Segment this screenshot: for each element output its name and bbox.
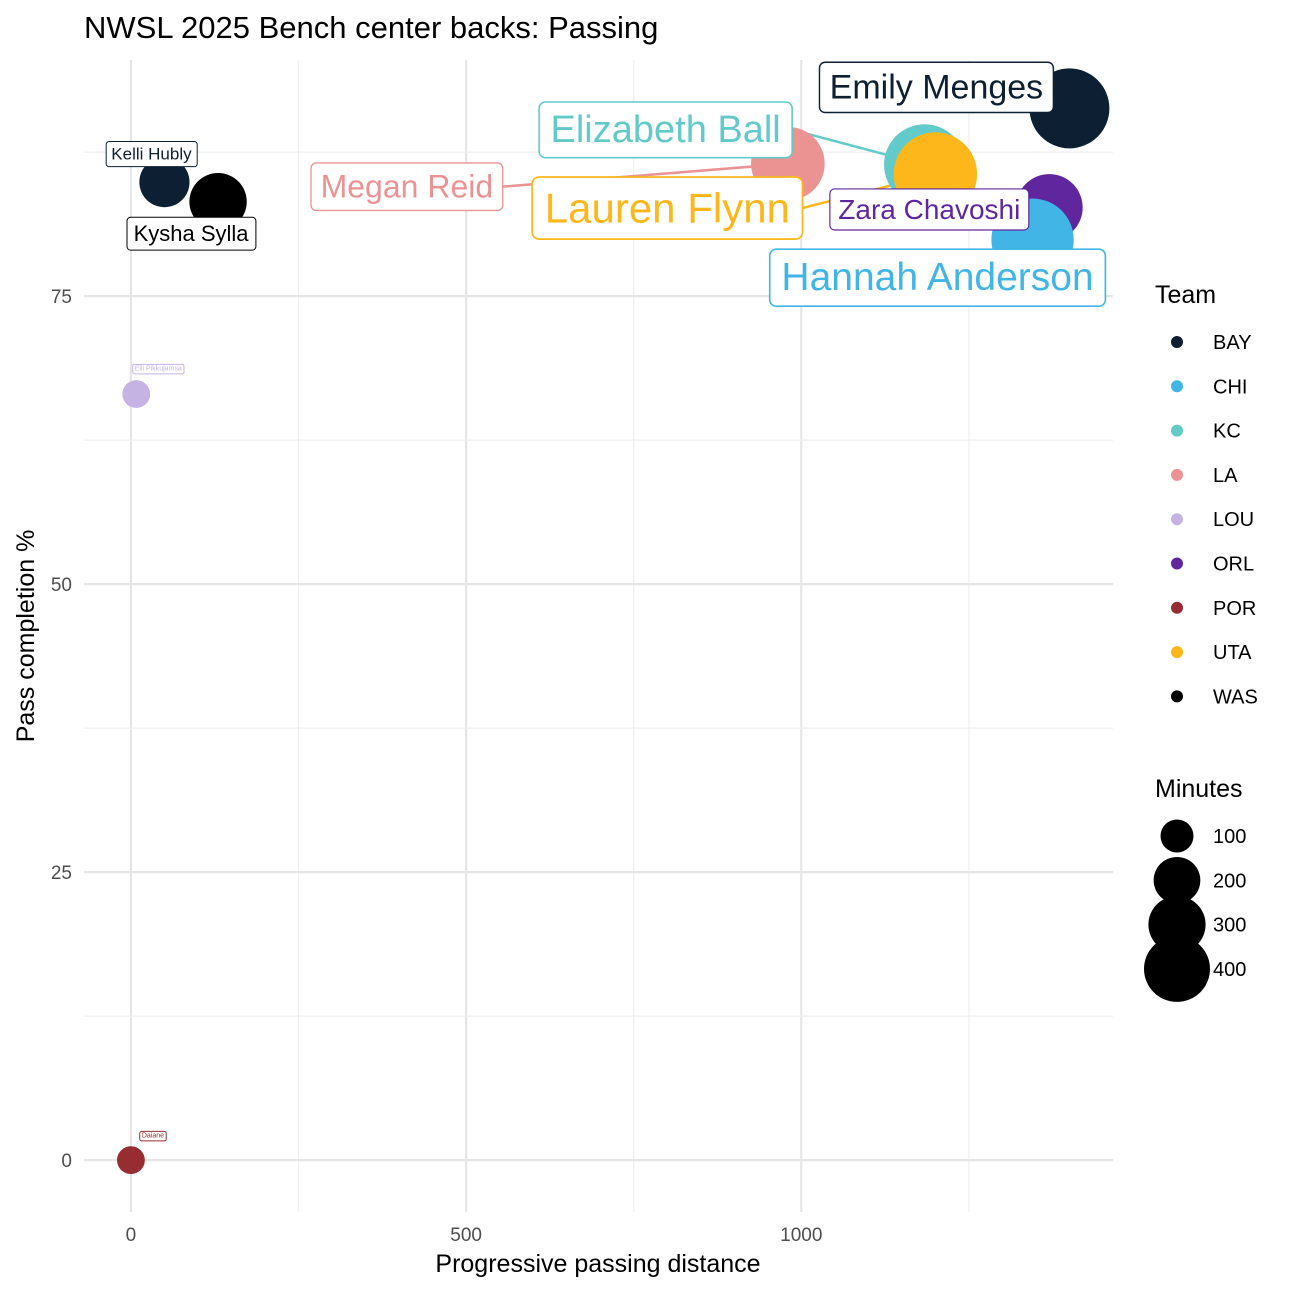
minutes-legend-title: Minutes	[1155, 775, 1243, 803]
legend-size-key	[1148, 896, 1206, 954]
legend-key-chi	[1171, 380, 1183, 393]
legend-label-kc: KC	[1213, 421, 1241, 443]
label-box	[768, 248, 1107, 308]
legend-label-por: POR	[1213, 598, 1256, 620]
label-text: Hannah Anderson	[781, 256, 1093, 299]
x-tick-label: 1000	[780, 1225, 822, 1246]
legend-label-bay: BAY	[1213, 332, 1252, 354]
label-text: Elizabeth Ball	[551, 109, 781, 151]
minutes-legend: Minutes 100 200 300 400	[1144, 775, 1246, 1002]
y-axis-title: Pass completion %	[12, 530, 40, 743]
x-axis-title: Progressive passing distance	[435, 1250, 760, 1278]
legend-key-lou	[1171, 513, 1183, 526]
label-kelli-hubly: Kelli Hubly	[105, 141, 198, 168]
point-labels: Emily Menges Elizabeth Ball Lauren Flynn Me…	[105, 61, 1107, 1142]
label-text: Daiane	[142, 1133, 164, 1140]
y-tick-label: 50	[51, 575, 72, 596]
legend-label-la: LA	[1213, 465, 1238, 487]
legend-size-label: 300	[1213, 915, 1246, 937]
y-tick-label: 0	[61, 1151, 72, 1172]
legend-label-was: WAS	[1213, 686, 1258, 708]
label-text: Kelli Hubly	[111, 145, 192, 164]
label-elizabeth-ball: Elizabeth Ball	[538, 101, 793, 159]
legend-key-orl	[1171, 557, 1183, 570]
legend-size-label: 400	[1213, 959, 1246, 981]
label-box	[829, 188, 1030, 231]
legend-size-label: 100	[1213, 826, 1246, 848]
label-text: Elli Pikkujamsa	[135, 366, 182, 373]
label-text: Zara Chavoshi	[838, 194, 1020, 225]
label-lauren-flynn: Lauren Flynn	[531, 176, 804, 240]
label-box	[531, 176, 804, 240]
label-daiane: Daiane	[139, 1130, 167, 1142]
label-box	[310, 162, 504, 212]
team-legend-title: Team	[1155, 281, 1216, 309]
label-hannah-anderson: Hannah Anderson	[768, 248, 1107, 308]
legend-key-bay	[1171, 336, 1183, 348]
label-box	[105, 141, 198, 168]
x-axis-ticks: 0 500 1000	[126, 1225, 823, 1246]
legend-key-por	[1171, 601, 1183, 614]
legend-label-lou: LOU	[1213, 509, 1254, 531]
legend-key-was	[1171, 690, 1183, 703]
label-elli-pikkujamsa: Elli Pikkujamsa	[132, 363, 185, 375]
label-zara-chavoshi: Zara Chavoshi	[829, 188, 1030, 231]
label-emily-menges: Emily Menges	[818, 61, 1055, 114]
label-box	[132, 363, 185, 375]
label-box	[538, 101, 793, 159]
legend-label-orl: ORL	[1213, 554, 1254, 576]
y-tick-label: 25	[51, 863, 72, 884]
legend-size-key	[1144, 935, 1210, 1002]
x-tick-label: 500	[450, 1225, 482, 1246]
team-legend: Team BAY CHI KC LA LOU ORL POR UTA WAS	[1155, 281, 1258, 708]
point-daiane	[117, 1146, 145, 1175]
label-box	[126, 216, 257, 251]
x-tick-label: 0	[126, 1225, 137, 1246]
label-box	[139, 1130, 167, 1142]
y-axis-ticks: 0 25 50 75	[51, 287, 72, 1172]
legend-size-key	[1153, 856, 1201, 904]
point-elli-pikkujamsa	[122, 380, 151, 408]
label-megan-reid: Megan Reid	[310, 162, 504, 212]
label-box	[818, 61, 1055, 114]
point-kelli-hubly	[139, 157, 190, 208]
legend-key-uta	[1171, 646, 1183, 659]
label-text: Emily Menges	[830, 68, 1044, 106]
legend-label-uta: UTA	[1213, 642, 1252, 664]
label-text: Lauren Flynn	[545, 185, 790, 232]
label-kysha-sylla: Kysha Sylla	[126, 216, 257, 251]
label-text: Megan Reid	[321, 169, 494, 205]
legend-key-la	[1171, 468, 1183, 481]
y-tick-label: 75	[51, 287, 72, 308]
legend-size-key	[1160, 819, 1194, 853]
legend-key-kc	[1171, 424, 1183, 437]
legend-label-chi: CHI	[1213, 376, 1247, 398]
chart-title: NWSL 2025 Bench center backs: Passing	[84, 10, 658, 45]
point-kysha-sylla	[189, 173, 247, 231]
label-text: Kysha Sylla	[134, 221, 250, 246]
legend-size-label: 200	[1213, 870, 1246, 892]
